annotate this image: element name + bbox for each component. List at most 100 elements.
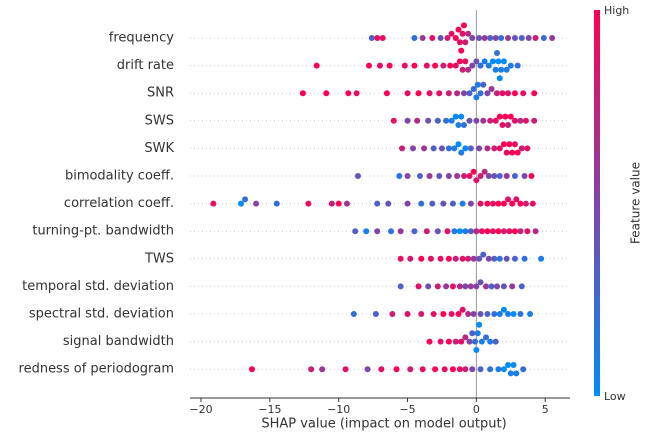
shap-dot: [484, 145, 491, 152]
shap-dot: [418, 200, 425, 207]
shap-dot: [506, 228, 513, 235]
shap-dot: [458, 149, 465, 156]
shap-dot: [432, 366, 439, 373]
shap-dot: [498, 35, 505, 41]
shap-dot: [487, 117, 494, 124]
shap-dot: [525, 35, 532, 41]
shap-dot: [473, 117, 480, 124]
shap-dot: [465, 66, 472, 73]
shap-dot: [416, 173, 423, 179]
shap-dot: [480, 117, 487, 124]
shap-dot: [531, 117, 538, 124]
shap-dot: [352, 228, 359, 235]
shap-dot: [447, 62, 454, 69]
shap-dot: [455, 26, 462, 33]
shap-dot: [323, 90, 330, 97]
shap-dot: [511, 141, 518, 148]
shap-dot: [487, 338, 494, 345]
shap-dot: [532, 228, 539, 235]
shap-dot: [466, 173, 473, 179]
shap-dot: [518, 283, 525, 290]
shap-dot: [494, 90, 501, 97]
shap-dot: [467, 283, 474, 290]
shap-dot: [393, 366, 400, 373]
shap-dot: [466, 117, 473, 124]
shap-dot: [527, 311, 534, 317]
shap-dot: [273, 200, 280, 207]
shap-dot: [434, 228, 441, 235]
shap-dot: [460, 122, 467, 128]
shap-dot: [452, 338, 459, 345]
shap-dot: [419, 366, 426, 373]
shap-dot: [448, 117, 455, 124]
shap-dot: [529, 200, 536, 207]
shap-dot: [454, 90, 461, 97]
shap-dot: [458, 113, 465, 120]
shap-dot: [496, 113, 503, 120]
shap-dot: [456, 39, 463, 46]
shap-dot: [496, 145, 503, 152]
shap-dot: [365, 62, 372, 69]
shap-dot: [484, 90, 491, 97]
shap-dot: [364, 366, 371, 373]
x-tick-label: −20: [189, 403, 212, 416]
shap-dot: [401, 62, 408, 69]
shap-dot: [407, 366, 414, 373]
shap-dot: [473, 177, 480, 184]
shap-dot: [503, 66, 510, 73]
shap-dot: [415, 90, 422, 97]
shap-dot: [513, 196, 520, 203]
feature-label: spectral std. deviation: [29, 307, 174, 322]
shap-dot: [495, 366, 502, 373]
feature-label: redness of periodogram: [19, 362, 174, 377]
shap-dot: [522, 200, 529, 207]
shap-dot: [421, 145, 428, 152]
shap-dot: [524, 145, 531, 152]
shap-dot: [436, 90, 443, 97]
shap-dot: [503, 173, 510, 179]
shap-dot: [474, 330, 481, 337]
shap-dot: [459, 306, 466, 313]
x-tick-label: −10: [327, 403, 350, 416]
shap-dot: [418, 311, 425, 317]
shap-dot: [520, 366, 527, 373]
shap-dot: [495, 58, 502, 65]
feature-label: turning-pt. bandwidth: [32, 224, 174, 239]
shap-dot: [425, 283, 432, 290]
shap-dot: [444, 228, 451, 235]
shap-dot: [488, 283, 495, 290]
feature-label: correlation coeff.: [64, 196, 174, 211]
shap-dot: [427, 255, 434, 262]
shap-dot: [511, 255, 518, 262]
shap-dot: [489, 228, 496, 235]
shap-dot: [379, 35, 386, 41]
shap-dot: [445, 145, 452, 152]
shap-dot: [507, 62, 514, 69]
shap-dot: [532, 35, 539, 41]
shap-dot: [549, 35, 556, 41]
shap-dot: [483, 283, 490, 290]
shap-dot: [476, 145, 483, 152]
shap-dot: [440, 62, 447, 69]
shap-dot: [484, 200, 491, 207]
shap-dot: [511, 117, 518, 124]
shap-dot: [459, 30, 466, 37]
shap-dot: [491, 173, 498, 179]
shap-dot: [481, 58, 488, 65]
shap-dot: [462, 228, 469, 235]
shap-dot: [540, 35, 547, 41]
shap-dot: [429, 35, 436, 41]
shap-dot: [477, 90, 484, 97]
shap-dot: [518, 35, 525, 41]
shap-dot: [510, 362, 517, 368]
shap-dot: [456, 283, 463, 290]
feature-label: TWS: [144, 251, 174, 266]
shap-dot: [397, 255, 404, 262]
shap-dot: [478, 338, 485, 345]
shap-dot: [456, 58, 463, 65]
shap-dot: [469, 62, 476, 69]
shap-dot: [492, 66, 499, 73]
x-axis-label: SHAP value (impact on model output): [261, 417, 506, 432]
shap-dot: [451, 145, 458, 152]
shap-dot: [443, 117, 450, 124]
